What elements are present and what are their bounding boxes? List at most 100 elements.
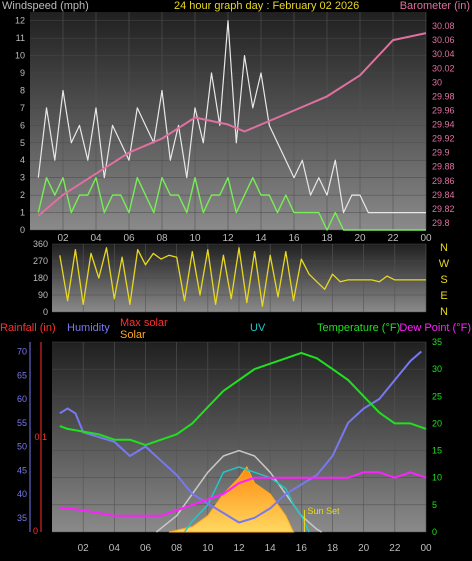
barometer-y-tick-label: 30.08 xyxy=(432,21,455,31)
wind-gust-series xyxy=(37,20,426,214)
wind-y-tick-label: 1 xyxy=(20,208,25,218)
direction-y-tick-label: 90 xyxy=(38,290,48,300)
page-title: 24 hour graph day : February 02 2026 xyxy=(174,0,359,12)
humidity-y-tick-label: 40 xyxy=(17,489,27,499)
humidity-y-tick-label: 55 xyxy=(17,418,27,428)
barometer-y-tick-label: 30.02 xyxy=(432,63,455,73)
temperature-y-tick-label: 35 xyxy=(432,337,442,347)
climate-x-tick-label: 18 xyxy=(327,543,339,554)
legend-rainfall: Rainfall (in) xyxy=(0,322,56,334)
wind-y-tick-label: 4 xyxy=(20,155,25,165)
compass-label: N xyxy=(440,242,448,254)
barometer-y-tick-label: 29.86 xyxy=(432,176,455,186)
compass-label: W xyxy=(439,258,450,270)
climate-x-tick-label: 12 xyxy=(233,543,245,554)
wind-x-tick-label: 04 xyxy=(90,233,102,244)
direction-y-tick-label: 360 xyxy=(33,239,48,249)
solar-area xyxy=(168,465,295,533)
barometer-y-tick-label: 30 xyxy=(432,77,442,87)
barometer-y-tick-label: 29.8 xyxy=(432,218,450,228)
sun-set-label: Sun Set xyxy=(307,506,340,516)
climate-x-tick-label: 04 xyxy=(109,543,121,554)
climate-x-tick-label: 08 xyxy=(171,543,183,554)
wind-x-tick-label: 02 xyxy=(57,233,69,244)
wind-direction-series xyxy=(59,247,426,307)
temperature-y-tick-label: 25 xyxy=(432,391,442,401)
wind-x-tick-label: 22 xyxy=(387,233,399,244)
rainfall-y-tick-label: 0.1 xyxy=(34,432,47,442)
wind-x-tick-label: 18 xyxy=(321,233,333,244)
climate-x-tick-label: 14 xyxy=(265,543,277,554)
wind-y-tick-label: 3 xyxy=(20,173,25,183)
wind-x-tick-label: 10 xyxy=(189,233,201,244)
max-solar-series xyxy=(155,449,322,533)
wind-y-tick-label: 12 xyxy=(15,16,25,26)
barometer-label: Barometer (in) xyxy=(400,0,470,12)
legend-temperature: Temperature (°F) xyxy=(317,322,400,334)
barometer-y-tick-label: 30.06 xyxy=(432,35,455,45)
climate-x-tick-label: 20 xyxy=(358,543,370,554)
direction-y-tick-label: 0 xyxy=(43,307,48,317)
rainfall-y-tick-label: 0 xyxy=(33,526,38,536)
wind-x-tick-label: 14 xyxy=(255,233,267,244)
wind-y-tick-label: 7 xyxy=(20,103,25,113)
climate-x-tick-label: 02 xyxy=(78,543,90,554)
climate-x-tick-label: 10 xyxy=(202,543,214,554)
barometer-y-tick-label: 29.92 xyxy=(432,134,455,144)
legend-uv: UV xyxy=(250,322,266,334)
temperature-y-tick-label: 20 xyxy=(432,418,442,428)
temperature-y-tick-label: 0 xyxy=(432,527,437,537)
humidity-y-tick-label: 50 xyxy=(17,442,27,452)
temperature-y-tick-label: 5 xyxy=(432,500,437,510)
temperature-series xyxy=(59,351,427,447)
uv-series xyxy=(183,466,310,533)
barometer-y-tick-label: 29.96 xyxy=(432,105,455,115)
legend-max-solar: Max solar xyxy=(120,317,168,329)
direction-y-tick-label: 180 xyxy=(33,273,48,283)
wind-x-tick-label: 06 xyxy=(123,233,135,244)
barometer-y-tick-label: 29.98 xyxy=(432,91,455,101)
humidity-y-tick-label: 60 xyxy=(17,394,27,404)
wind-y-tick-label: 9 xyxy=(20,68,25,78)
wind-y-tick-label: 11 xyxy=(16,33,25,43)
climate-x-tick-label: 06 xyxy=(140,543,152,554)
wind-y-tick-label: 10 xyxy=(15,51,25,61)
barometer-y-tick-label: 29.9 xyxy=(432,148,450,158)
barometer-y-tick-label: 29.84 xyxy=(432,190,455,200)
direction-y-tick-label: 270 xyxy=(33,256,48,266)
temperature-y-tick-label: 30 xyxy=(432,364,442,374)
wind-x-tick-label: 20 xyxy=(354,233,366,244)
legend-solar: Solar xyxy=(120,329,146,341)
humidity-y-tick-label: 35 xyxy=(17,513,27,523)
climate-x-tick-label: 16 xyxy=(296,543,308,554)
humidity-y-tick-label: 65 xyxy=(17,370,27,380)
compass-label: N xyxy=(440,306,448,318)
barometer-y-tick-label: 29.94 xyxy=(432,120,455,130)
barometer-series xyxy=(37,32,427,217)
compass-label: S xyxy=(440,274,447,286)
wind-x-tick-label: 08 xyxy=(156,233,168,244)
dew-point-series xyxy=(59,471,427,517)
barometer-y-tick-label: 30.04 xyxy=(432,49,455,59)
temperature-y-tick-label: 15 xyxy=(432,446,442,456)
wind-y-tick-label: 0 xyxy=(20,225,25,235)
wind-average-series xyxy=(37,176,426,231)
wind-y-tick-label: 2 xyxy=(20,190,25,200)
climate-x-tick-label: 00 xyxy=(420,543,432,554)
windspeed-label: Windspeed (mph) xyxy=(2,0,89,12)
legend-humidity: Humidity xyxy=(67,322,110,334)
humidity-series xyxy=(59,350,422,524)
humidity-y-tick-label: 45 xyxy=(17,465,27,475)
wind-y-tick-label: 5 xyxy=(20,138,25,148)
barometer-y-tick-label: 29.88 xyxy=(432,162,455,172)
compass-label: E xyxy=(440,290,447,302)
wind-x-tick-label: 12 xyxy=(222,233,234,244)
climate-x-tick-label: 22 xyxy=(389,543,401,554)
legend-dew-point: Dew Point (°F) xyxy=(399,322,471,334)
wind-y-tick-label: 6 xyxy=(20,120,25,130)
wind-x-tick-label: 16 xyxy=(288,233,300,244)
wind-y-tick-label: 8 xyxy=(20,85,25,95)
wind-x-tick-label: 00 xyxy=(420,233,432,244)
barometer-y-tick-label: 29.82 xyxy=(432,204,455,214)
